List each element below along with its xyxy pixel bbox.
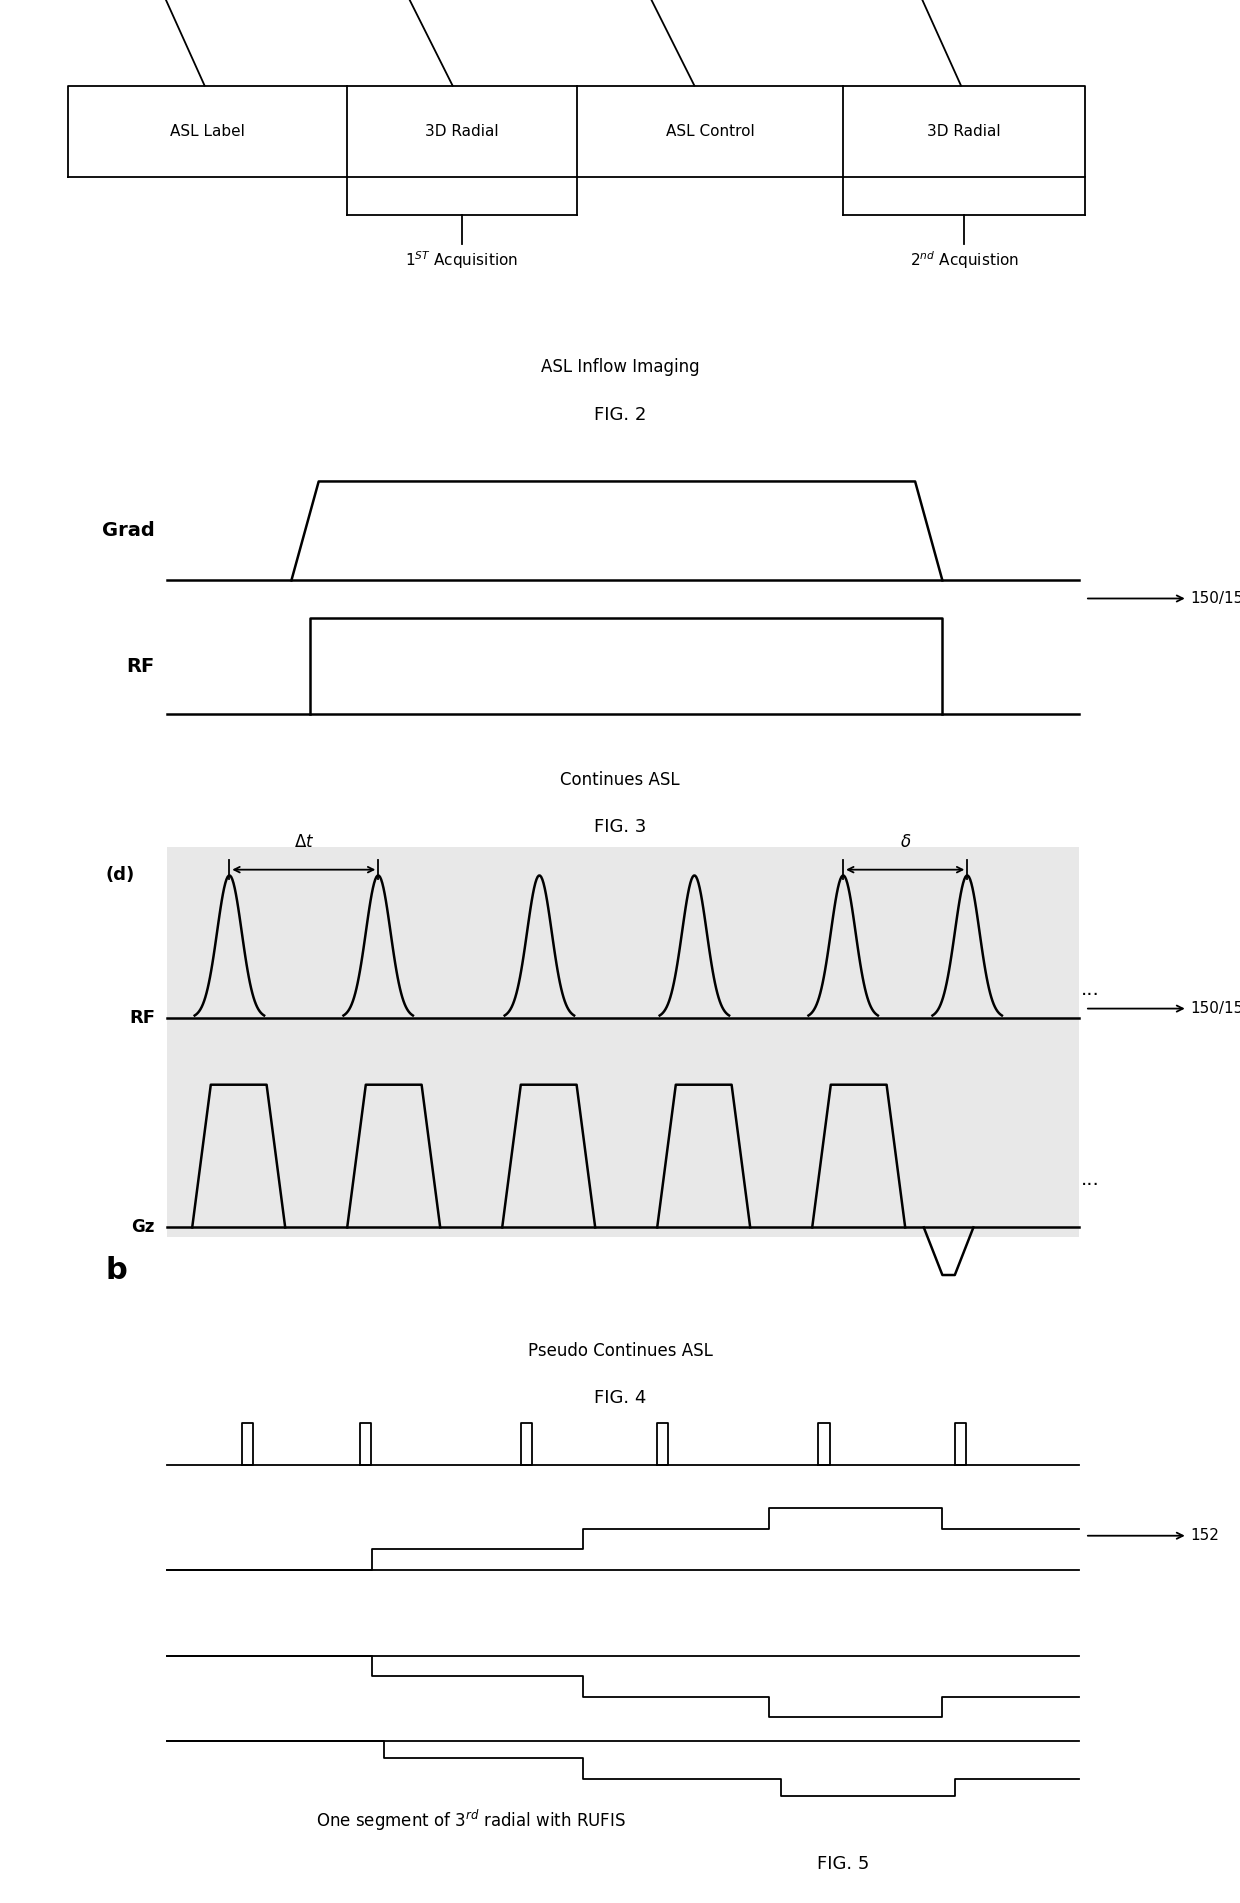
Text: RF: RF (129, 1009, 155, 1028)
Text: Continues ASL: Continues ASL (560, 771, 680, 788)
Text: 152: 152 (1087, 1528, 1219, 1543)
Text: (d): (d) (105, 866, 135, 883)
Text: ASL Inflow Imaging: ASL Inflow Imaging (541, 358, 699, 377)
Text: 2$^{nd}$ Acquistion: 2$^{nd}$ Acquistion (910, 249, 1018, 270)
Text: 150/154: 150/154 (1087, 592, 1240, 605)
Text: FIG. 3: FIG. 3 (594, 818, 646, 835)
Text: Grad: Grad (102, 521, 155, 540)
Text: $\Delta t$: $\Delta t$ (294, 834, 314, 851)
Text: ASL Control: ASL Control (666, 124, 754, 139)
Text: FIG. 5: FIG. 5 (817, 1855, 869, 1873)
Text: ...: ... (1081, 1170, 1100, 1189)
Text: 3D Radial: 3D Radial (425, 124, 498, 139)
Text: 150/154: 150/154 (1087, 1001, 1240, 1016)
Text: FIG. 4: FIG. 4 (594, 1389, 646, 1406)
Text: ...: ... (1081, 980, 1100, 999)
Text: FIG. 2: FIG. 2 (594, 405, 646, 424)
Text: 1$^{ST}$ Acquisition: 1$^{ST}$ Acquisition (405, 249, 518, 270)
Text: ASL Label: ASL Label (170, 124, 246, 139)
Text: 3D Radial: 3D Radial (928, 124, 1001, 139)
Text: $\delta$: $\delta$ (899, 834, 911, 851)
Text: Pseudo Continues ASL: Pseudo Continues ASL (527, 1342, 713, 1359)
Text: One segment of 3$^{rd}$ radial with RUFIS: One segment of 3$^{rd}$ radial with RUFI… (316, 1808, 626, 1833)
Text: RF: RF (126, 657, 155, 676)
FancyBboxPatch shape (167, 847, 1079, 1237)
Text: b: b (105, 1256, 128, 1285)
Text: Gz: Gz (131, 1218, 155, 1237)
